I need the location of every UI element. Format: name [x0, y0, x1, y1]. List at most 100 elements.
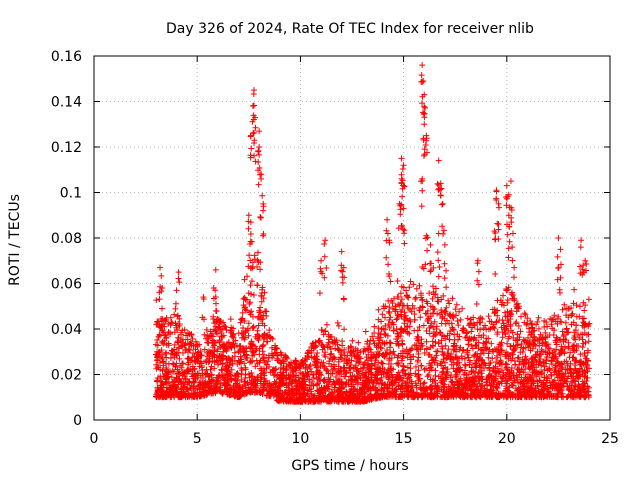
data-point	[212, 307, 219, 314]
data-point	[375, 369, 382, 376]
data-point	[503, 364, 510, 371]
data-point	[224, 340, 231, 347]
data-point	[432, 332, 439, 339]
data-point	[212, 319, 219, 326]
data-point	[426, 290, 433, 297]
data-point	[380, 370, 387, 377]
data-point	[219, 372, 226, 379]
data-point	[174, 312, 181, 319]
data-point	[556, 289, 563, 296]
data-point	[159, 339, 166, 346]
data-point	[393, 377, 400, 384]
data-point	[163, 354, 170, 361]
data-point	[428, 353, 435, 360]
data-point	[194, 370, 201, 377]
data-point	[471, 334, 478, 341]
data-point	[264, 338, 271, 345]
data-point	[507, 323, 514, 330]
data-point	[233, 383, 240, 390]
data-point	[280, 360, 287, 367]
data-point	[385, 376, 392, 383]
data-point	[157, 386, 164, 393]
data-point	[199, 380, 206, 387]
data-point	[519, 383, 526, 390]
data-point	[491, 376, 498, 383]
data-point	[493, 352, 500, 359]
data-point	[546, 365, 553, 372]
data-point	[449, 390, 456, 397]
data-point	[317, 265, 324, 272]
data-point	[408, 378, 415, 385]
data-point	[521, 310, 528, 317]
data-point	[486, 364, 493, 371]
data-point	[266, 333, 273, 340]
data-point	[449, 295, 456, 302]
data-point	[487, 359, 494, 366]
data-point	[421, 110, 428, 117]
data-point	[443, 304, 450, 311]
data-point	[532, 393, 539, 400]
data-point	[187, 384, 194, 391]
data-point	[386, 310, 393, 317]
data-point	[465, 322, 472, 329]
data-point	[249, 263, 256, 270]
data-point	[585, 338, 592, 345]
data-point	[237, 319, 244, 326]
data-point	[178, 393, 185, 400]
data-point	[429, 310, 436, 317]
data-point	[385, 261, 392, 268]
data-point	[248, 358, 255, 365]
data-point	[484, 381, 491, 388]
data-point	[419, 303, 426, 310]
data-point	[397, 386, 404, 393]
data-point	[341, 352, 348, 359]
data-point	[419, 62, 426, 69]
data-point	[395, 312, 402, 319]
data-point	[563, 326, 570, 333]
data-point	[421, 349, 428, 356]
data-point	[474, 277, 481, 284]
data-point	[205, 340, 212, 347]
data-point	[375, 339, 382, 346]
data-point	[435, 157, 442, 164]
data-point	[502, 313, 509, 320]
data-point	[533, 387, 540, 394]
data-point	[338, 381, 345, 388]
data-point	[321, 384, 328, 391]
data-point	[175, 371, 182, 378]
data-point	[335, 395, 342, 402]
data-point	[555, 264, 562, 271]
data-point	[397, 299, 404, 306]
data-point	[415, 392, 422, 399]
data-point	[250, 313, 257, 320]
data-point	[490, 323, 497, 330]
y-axis-label: ROTI / TECUs	[7, 194, 23, 286]
data-point	[522, 337, 529, 344]
data-point	[346, 392, 353, 399]
data-point	[495, 348, 502, 355]
data-point	[177, 331, 184, 338]
data-point	[218, 333, 225, 340]
data-point	[225, 372, 232, 379]
data-point	[399, 347, 406, 354]
data-point	[535, 325, 542, 332]
data-point	[520, 369, 527, 376]
data-point	[255, 322, 262, 329]
data-point	[412, 380, 419, 387]
data-point	[336, 387, 343, 394]
data-point	[181, 326, 188, 333]
data-point	[386, 304, 393, 311]
data-point	[155, 318, 162, 325]
data-point	[154, 354, 161, 361]
data-point	[263, 313, 270, 320]
data-point	[441, 260, 448, 267]
data-point	[286, 397, 293, 404]
data-point	[397, 290, 404, 297]
data-point	[189, 370, 195, 377]
y-tick-label: 0.14	[51, 95, 82, 111]
data-point	[226, 362, 233, 369]
data-point	[515, 322, 522, 329]
data-point	[335, 322, 342, 329]
data-point	[242, 296, 249, 303]
data-point	[457, 375, 464, 382]
